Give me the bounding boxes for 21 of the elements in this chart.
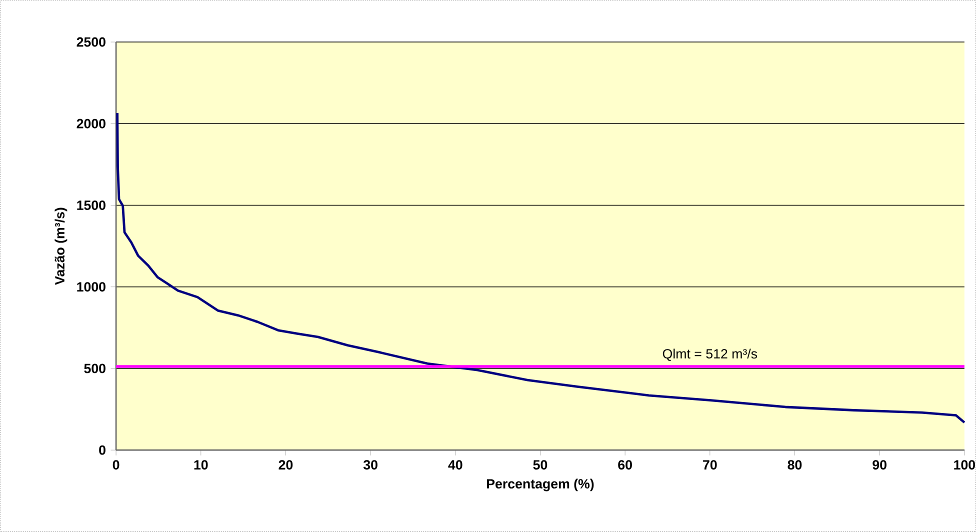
y-tick-label: 500 xyxy=(84,364,106,374)
y-tick-label: 1000 xyxy=(77,282,106,292)
x-tick-label: 30 xyxy=(363,460,378,470)
y-tick-label: 0 xyxy=(99,445,106,455)
x-tick-label: 0 xyxy=(112,460,120,470)
x-axis-title: Percentagem (%) xyxy=(487,478,594,492)
x-tick-label: 90 xyxy=(872,460,886,470)
ref-line-label: Qlmt = 512 m³/s xyxy=(662,348,758,361)
x-tick-label: 80 xyxy=(788,460,802,470)
y-axis-title: Vazão (m³/s) xyxy=(54,208,68,285)
y-tick-label: 2500 xyxy=(76,37,106,47)
y-tick-label: 2000 xyxy=(76,118,106,128)
x-tick-label: 60 xyxy=(618,460,632,470)
x-tick-label: 50 xyxy=(533,460,548,470)
line-series xyxy=(116,112,966,424)
x-tick-label: 100 xyxy=(954,460,976,470)
x-tick-label: 20 xyxy=(278,460,293,470)
x-tick-label: 40 xyxy=(448,460,462,470)
x-tick-label: 10 xyxy=(194,460,208,470)
x-tick-label: 70 xyxy=(703,460,717,470)
y-tick-label: 1500 xyxy=(77,200,106,210)
